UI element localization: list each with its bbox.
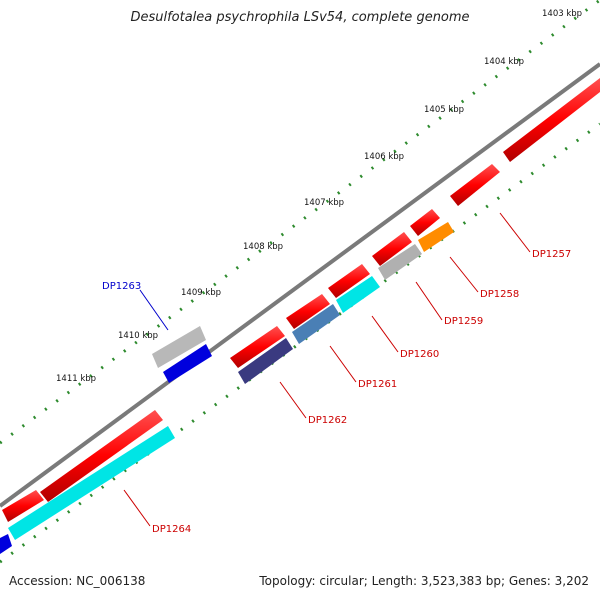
gene-DP1259[interactable] [378,244,422,280]
gene-label-DP1258[interactable]: DP1258 [480,289,519,300]
gene-arrow[interactable] [40,410,163,502]
reverse-strand-genes [0,222,454,554]
scale-tick-label: 1409 kbp [181,288,221,298]
gene-label-DP1261[interactable]: DP1261 [358,379,397,390]
map-title: Desulfotalea psychrophila LSv54, complet… [130,10,470,25]
gene-DP1260[interactable] [336,276,380,313]
callout-line-DP1263 [139,289,169,331]
scale-tick-label: 1406 kbp [364,152,404,162]
gene-partial-blue[interactable] [0,534,12,554]
scale-tick-label: 1404 kbp [484,57,524,67]
scale-tick-label: 1403 kbp [542,9,582,19]
callout-line-DP1260 [371,315,399,353]
callout-line-DP1259 [415,281,443,321]
callout-line-DP1258 [449,256,479,293]
gene-label-DP1257[interactable]: DP1257 [532,249,571,260]
scale-ticks: 1403 kbp 1404 kbp 1405 kbp 1406 kbp 1407… [56,9,582,384]
gene-label-DP1264[interactable]: DP1264 [152,524,191,535]
gene-DP1263-grey[interactable] [152,326,206,368]
gene-label-DP1260[interactable]: DP1260 [400,349,439,360]
genome-backbone [0,62,600,508]
gene-arrow[interactable] [503,78,600,162]
gene-arrow[interactable] [2,490,44,522]
scale-tick-label: 1405 kbp [424,105,464,115]
gene-DP1264[interactable] [8,426,175,540]
callout-line-DP1257 [499,212,531,253]
gene-label-DP1262[interactable]: DP1262 [308,415,347,426]
scale-tick-label: 1410 kbp [118,331,158,341]
accession-text: Accession: NC_006138 [9,574,146,588]
gene-DP1258[interactable] [418,222,454,252]
forward-strand-genes [2,78,600,522]
gene-arrow[interactable] [372,232,412,266]
genome-summary-text: Topology: circular; Length: 3,523,383 bp… [259,574,589,588]
gene-DP1261[interactable] [292,304,340,344]
gene-arrow[interactable] [286,294,330,329]
scale-tick-label: 1411 kbp [56,374,96,384]
gene-arrow[interactable] [328,264,370,298]
callout-line-DP1261 [329,345,357,383]
callouts [123,212,531,527]
scale-tick-label: 1408 kbp [243,242,283,252]
gene-DP1263[interactable] [163,344,212,383]
scale-tick-label: 1407 kbp [304,198,344,208]
gene-arrow[interactable] [230,326,285,368]
callout-line-DP1262 [279,381,307,419]
gene-DP1262[interactable] [238,338,293,384]
gene-arrow[interactable] [450,164,500,206]
gene-label-DP1263[interactable]: DP1263 [102,281,141,292]
callout-line-DP1264 [123,489,151,527]
gene-arrow[interactable] [410,209,440,236]
gene-label-DP1259[interactable]: DP1259 [444,316,483,327]
gene-labels: DP1257 DP1258 DP1259 DP1260 DP1261 DP126… [102,249,571,535]
